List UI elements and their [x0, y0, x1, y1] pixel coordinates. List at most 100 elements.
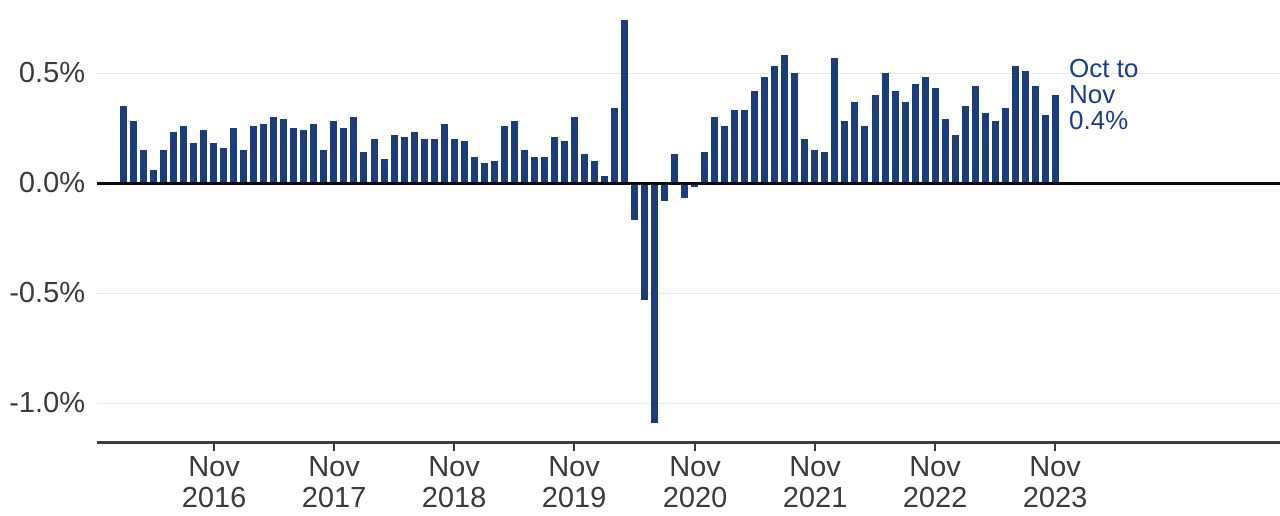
y-axis-label--0.5%: -0.5%	[9, 277, 85, 309]
bar-2020-12	[701, 152, 708, 183]
bar-2016-08	[180, 126, 187, 183]
zero-axis-line	[97, 182, 1280, 185]
bar-2022-06	[882, 73, 889, 183]
bar-2023-09	[1032, 86, 1039, 183]
bar-2021-06	[761, 77, 768, 183]
bar-2017-06	[280, 119, 287, 183]
x-tick-2021-11	[814, 444, 816, 451]
bar-2023-08	[1022, 71, 1029, 183]
bar-2023-05	[992, 121, 999, 183]
x-label-month: Nov	[428, 451, 480, 483]
bar-2017-05	[270, 117, 277, 183]
bar-2021-12	[821, 152, 828, 183]
bar-2021-08	[781, 55, 788, 183]
x-axis-label-2022-11: Nov 2022	[870, 452, 1000, 514]
x-tick-2022-11	[934, 444, 936, 451]
x-tick-2017-11	[333, 444, 335, 451]
x-axis-label-2019-11: Nov 2019	[509, 452, 639, 514]
x-label-month: Nov	[548, 451, 600, 483]
annotation-latest-change: Oct to Nov 0.4%	[1069, 55, 1189, 133]
y-axis-label-0.5%: 0.5%	[18, 57, 85, 89]
x-label-year: 2020	[662, 482, 728, 514]
bar-2016-04	[140, 150, 147, 183]
bar-2023-04	[982, 113, 989, 183]
bar-2017-07	[290, 128, 297, 183]
bar-2016-05	[150, 170, 157, 183]
bar-2016-03	[130, 121, 137, 183]
bar-2023-07	[1012, 66, 1019, 183]
bar-2022-05	[872, 95, 879, 183]
bar-2018-01	[350, 117, 357, 183]
bar-2017-03	[250, 126, 257, 183]
bar-2017-10	[320, 150, 327, 183]
bar-2020-05	[631, 183, 638, 220]
bar-2018-12	[461, 141, 468, 183]
bar-2020-02	[601, 176, 608, 183]
bar-2017-09	[310, 124, 317, 183]
bar-2020-03	[611, 108, 618, 183]
gridline-0.5%	[97, 73, 1280, 74]
x-axis-label-2021-11: Nov 2021	[750, 452, 880, 514]
bar-2020-06	[641, 183, 648, 300]
bar-2018-02	[360, 152, 367, 183]
x-tick-2020-11	[694, 444, 696, 451]
x-label-month: Nov	[669, 451, 721, 483]
bar-2019-11	[571, 117, 578, 183]
x-tick-2023-11	[1054, 444, 1056, 451]
bar-2022-10	[922, 77, 929, 183]
x-tick-2018-11	[453, 444, 455, 451]
x-label-month: Nov	[909, 451, 961, 483]
bar-2021-05	[751, 91, 758, 183]
bar-2021-02	[721, 126, 728, 183]
bar-2016-10	[200, 130, 207, 183]
bar-2020-09	[671, 154, 678, 183]
bar-2019-10	[561, 141, 568, 183]
bar-2021-09	[791, 73, 798, 183]
x-label-month: Nov	[188, 451, 240, 483]
bar-2017-11	[330, 121, 337, 183]
bar-2017-02	[240, 150, 247, 183]
bar-2016-09	[190, 143, 197, 183]
bar-2022-07	[892, 91, 899, 183]
bar-2022-02	[841, 121, 848, 183]
bar-2023-01	[952, 135, 959, 183]
bar-2023-02	[962, 106, 969, 183]
bar-2020-11	[691, 183, 698, 187]
bar-2020-07	[651, 183, 658, 423]
x-label-year: 2019	[541, 482, 607, 514]
annotation-line-3: 0.4%	[1069, 105, 1129, 135]
bar-2019-01	[471, 157, 478, 183]
bar-2018-06	[401, 137, 408, 183]
bar-2018-08	[421, 139, 428, 183]
bar-2021-01	[711, 117, 718, 183]
bar-2020-01	[591, 161, 598, 183]
bar-2023-03	[972, 86, 979, 183]
x-tick-2016-11	[213, 444, 215, 451]
bar-2023-06	[1002, 108, 1009, 183]
gridline--1.0%	[97, 403, 1280, 404]
y-axis-label--1.0%: -1.0%	[9, 387, 85, 419]
x-axis-label-2017-11: Nov 2017	[269, 452, 399, 514]
x-label-year: 2018	[421, 482, 487, 514]
x-axis-label-2023-11: Nov 2023	[990, 452, 1120, 514]
bar-2021-10	[801, 139, 808, 183]
bar-2019-02	[481, 163, 488, 183]
bar-2019-04	[501, 126, 508, 183]
bar-2017-01	[230, 128, 237, 183]
bar-2022-12	[942, 119, 949, 183]
bar-2017-12	[340, 128, 347, 183]
bar-2019-03	[491, 161, 498, 183]
bar-2018-03	[371, 139, 378, 183]
bar-2019-07	[531, 157, 538, 183]
annotation-line-1: Oct to	[1069, 53, 1139, 83]
x-label-year: 2021	[782, 482, 848, 514]
bar-2021-07	[771, 66, 778, 183]
y-axis-label-0.0%: 0.0%	[18, 167, 85, 199]
bar-2016-06	[160, 150, 167, 183]
bar-2017-08	[300, 130, 307, 183]
bar-2018-10	[441, 124, 448, 183]
x-label-month: Nov	[308, 451, 360, 483]
bar-2016-02	[120, 106, 127, 183]
bar-2023-10	[1042, 115, 1049, 183]
bar-2022-01	[831, 58, 838, 183]
